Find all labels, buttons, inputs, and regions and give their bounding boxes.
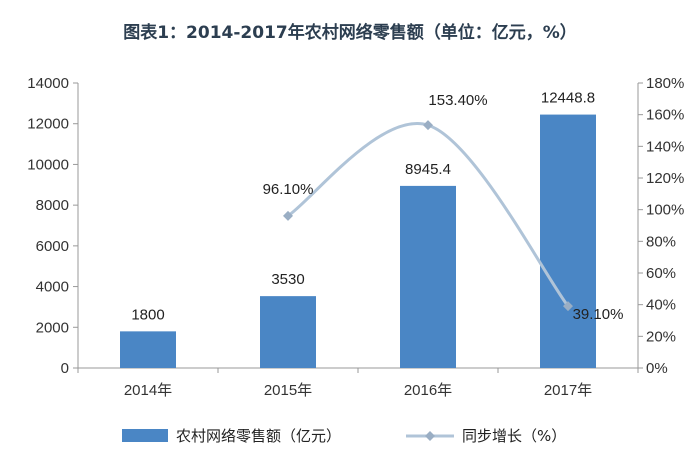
y2-tick-label: 60% <box>646 265 676 282</box>
y-tick-label: 12000 <box>27 116 69 133</box>
growth-data-label: 39.10% <box>573 306 624 323</box>
bar <box>120 331 176 368</box>
y2-tick-label: 100% <box>646 202 684 219</box>
bar <box>400 185 456 368</box>
y-tick-label: 14000 <box>27 75 69 92</box>
y2-tick-label: 0% <box>646 360 668 377</box>
y-tick-label: 6000 <box>36 238 69 255</box>
y-tick-label: 2000 <box>36 319 69 336</box>
bar <box>540 114 596 368</box>
growth-marker <box>283 210 293 221</box>
chart-title: 图表1：2014-2017年农村网络零售额（单位：亿元，%） <box>123 23 577 43</box>
bar-data-label: 3530 <box>271 271 304 288</box>
y-tick-label: 0 <box>61 360 69 377</box>
y-tick-label: 4000 <box>36 279 69 296</box>
y2-tick-label: 180% <box>646 75 684 92</box>
x-tick-label: 2015年 <box>264 382 312 399</box>
growth-data-label: 96.10% <box>263 181 314 198</box>
y2-tick-label: 160% <box>646 107 684 124</box>
y2-tick-label: 80% <box>646 233 676 250</box>
y2-tick-label: 20% <box>646 328 676 345</box>
bar-data-label: 12448.8 <box>541 90 595 107</box>
growth-data-label: 153.40% <box>428 92 487 109</box>
legend-line-label: 同步增长（%） <box>462 427 566 445</box>
y-tick-label: 8000 <box>36 197 69 214</box>
legend-bar-label: 农村网络零售额（亿元） <box>176 427 341 445</box>
legend-bar-swatch <box>122 429 168 442</box>
growth-marker <box>423 120 433 131</box>
bar <box>260 296 316 368</box>
x-tick-label: 2016年 <box>404 382 452 399</box>
bar-data-label: 8945.4 <box>405 161 451 178</box>
legend-line-marker <box>425 431 435 441</box>
y2-tick-label: 140% <box>646 138 684 155</box>
y2-tick-label: 120% <box>646 170 684 187</box>
growth-marker <box>563 301 573 312</box>
bar-data-label: 1800 <box>131 306 164 323</box>
x-tick-label: 2017年 <box>544 382 592 399</box>
y-tick-label: 10000 <box>27 156 69 173</box>
x-tick-label: 2014年 <box>124 382 172 399</box>
y2-tick-label: 40% <box>646 297 676 314</box>
